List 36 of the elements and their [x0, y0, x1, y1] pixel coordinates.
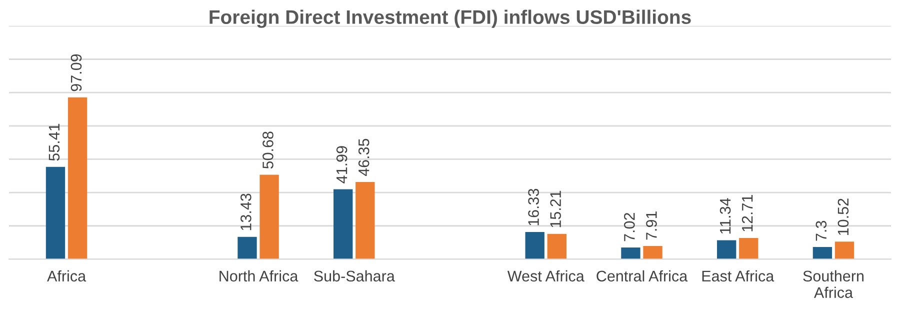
data-label: 7.91 — [646, 211, 657, 240]
bar — [260, 174, 279, 260]
data-label: 10.52 — [838, 198, 849, 235]
data-label: 55.41 — [48, 124, 60, 161]
bar — [334, 189, 353, 260]
bar — [238, 236, 257, 260]
data-label: 50.68 — [262, 132, 274, 169]
data-label: 7.3 — [816, 220, 827, 241]
x-tick-label: Sub-Sahara — [314, 270, 395, 282]
bar — [525, 232, 544, 260]
data-label: 11.34 — [720, 198, 731, 234]
x-tick-label: Southern Africa — [803, 270, 864, 298]
x-tick-label: North Africa — [220, 270, 298, 282]
bar — [46, 166, 66, 260]
chart-title: Foreign Direct Investment (FDI) inflows USD'Billions — [210, 10, 691, 28]
data-label: 97.09 — [70, 54, 82, 92]
bar — [739, 238, 758, 260]
bar — [68, 97, 88, 260]
data-label: 16.33 — [528, 188, 539, 226]
data-label: 12.71 — [742, 194, 753, 232]
x-tick-label: Africa — [47, 270, 86, 282]
data-label: 46.35 — [358, 138, 370, 176]
data-label: 41.99 — [336, 146, 348, 184]
data-label: 13.43 — [240, 194, 252, 230]
bar — [643, 246, 662, 260]
bar — [812, 247, 832, 260]
bar — [547, 234, 566, 260]
bar — [716, 240, 736, 260]
x-tick-label: East Africa — [702, 270, 774, 282]
bar — [356, 182, 375, 260]
data-label: 15.21 — [550, 190, 561, 228]
x-tick-label: West Africa — [507, 270, 584, 282]
x-tick-label: Central Africa — [596, 270, 688, 282]
bar — [834, 242, 854, 260]
bar — [621, 248, 640, 260]
data-label: 7.02 — [624, 212, 635, 242]
